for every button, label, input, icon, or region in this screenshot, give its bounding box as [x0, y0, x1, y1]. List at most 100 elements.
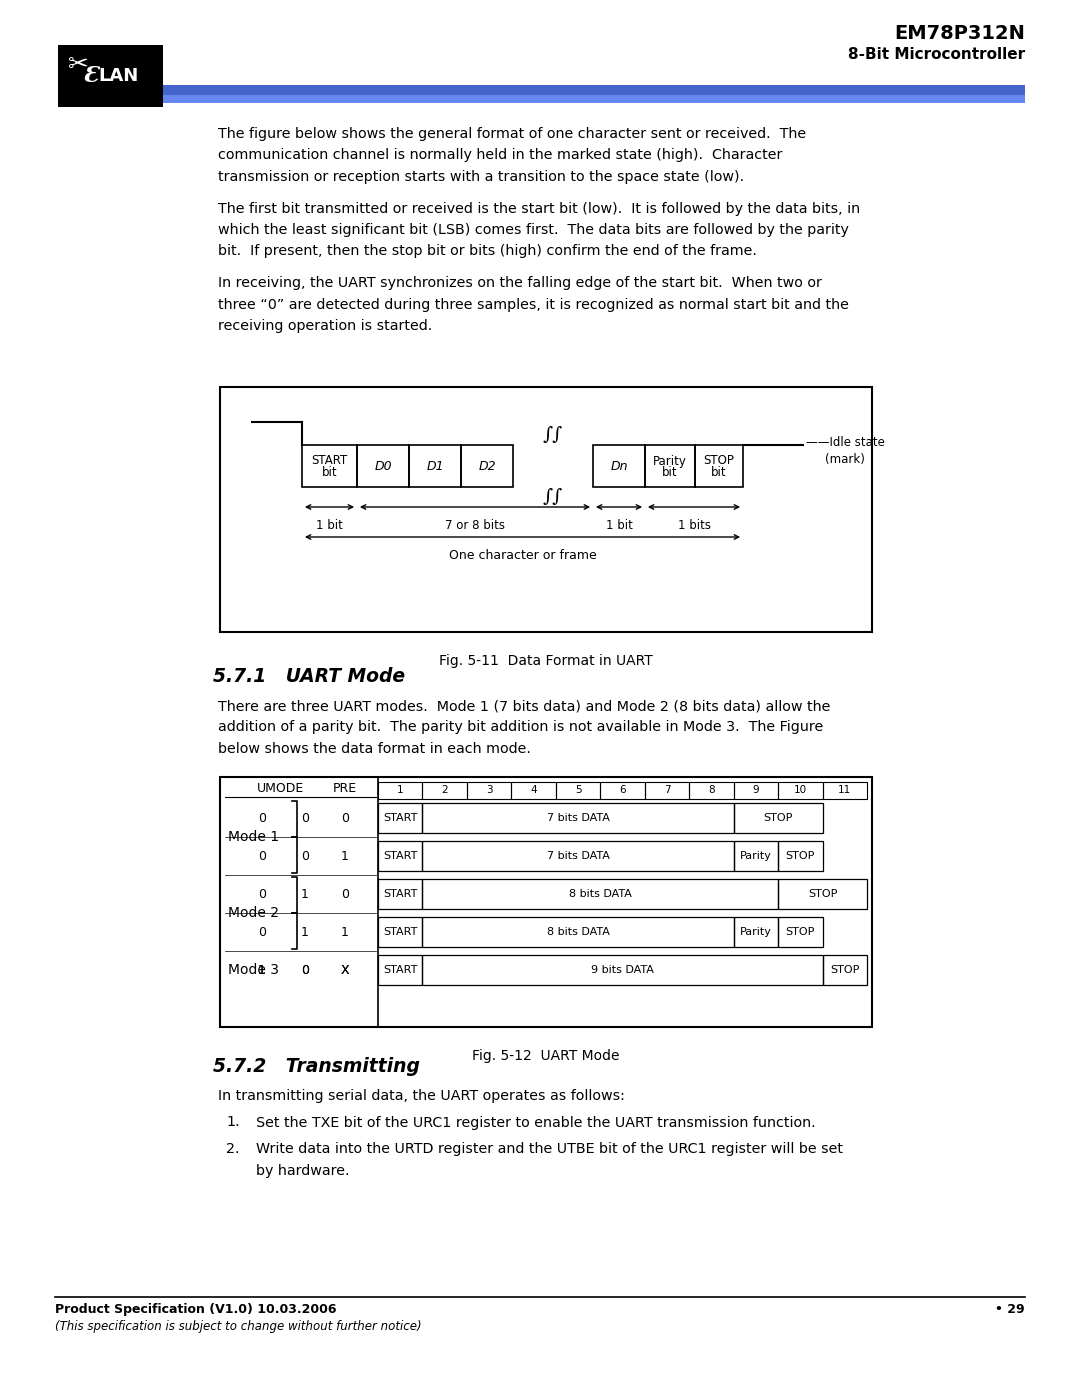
Bar [733, 841, 778, 870]
Text: One character or frame: One character or frame [448, 549, 596, 562]
Text: Product Specification (V1.0) 10.03.2006: Product Specification (V1.0) 10.03.2006 [55, 1303, 337, 1316]
Text: (mark): (mark) [825, 453, 865, 465]
Text: 8: 8 [708, 785, 715, 795]
Text: In transmitting serial data, the UART operates as follows:: In transmitting serial data, the UART op… [218, 1090, 625, 1104]
Bar [422, 916, 733, 947]
Text: Dn: Dn [610, 460, 627, 472]
Text: 1 bits: 1 bits [677, 520, 711, 532]
Text: 9 bits DATA: 9 bits DATA [591, 965, 653, 975]
Text: Write data into the URTD register and the UTBE bit of the URC1 register will be : Write data into the URTD register and th… [256, 1141, 843, 1155]
Text: 1.: 1. [226, 1115, 240, 1130]
Bar [163, 85, 1025, 96]
Text: 0: 0 [301, 812, 309, 824]
Text: Set the TXE bit of the URC1 register to enable the UART transmission function.: Set the TXE bit of the URC1 register to … [256, 1115, 815, 1130]
Text: 10: 10 [794, 785, 807, 795]
Bar [163, 95, 1025, 103]
Bar [645, 446, 696, 488]
Text: which the least significant bit (LSB) comes first.  The data bits are followed b: which the least significant bit (LSB) co… [218, 224, 849, 237]
Text: Fig. 5-12  UART Mode: Fig. 5-12 UART Mode [472, 1049, 620, 1063]
Text: Fig. 5-11  Data Format in UART: Fig. 5-11 Data Format in UART [440, 654, 653, 668]
Bar [696, 446, 743, 488]
Text: There are three UART modes.  Mode 1 (7 bits data) and Mode 2 (8 bits data) allow: There are three UART modes. Mode 1 (7 bi… [218, 698, 831, 712]
Text: X: X [340, 964, 349, 977]
Bar [733, 803, 823, 833]
Text: 3: 3 [486, 785, 492, 795]
Bar [357, 446, 409, 488]
Text: 0: 0 [258, 887, 266, 901]
Bar [378, 782, 422, 799]
Text: 1: 1 [341, 849, 349, 862]
Text: Parity: Parity [740, 928, 772, 937]
Text: D0: D0 [374, 460, 392, 472]
Bar [645, 782, 689, 799]
Bar [378, 956, 422, 985]
Bar [220, 777, 872, 1027]
Text: ——Idle state: ——Idle state [806, 436, 885, 450]
Text: three “0” are detected during three samples, it is recognized as normal start bi: three “0” are detected during three samp… [218, 298, 849, 312]
Text: 1 bit: 1 bit [606, 520, 633, 532]
Bar [823, 782, 867, 799]
Text: 1 bit: 1 bit [316, 520, 343, 532]
Text: UMODE: UMODE [256, 782, 303, 795]
Text: START: START [383, 965, 417, 975]
Bar [378, 916, 422, 947]
Bar [58, 45, 163, 108]
Bar [461, 446, 513, 488]
Text: ∫∫: ∫∫ [543, 426, 563, 444]
Bar [778, 841, 823, 870]
Text: The figure below shows the general format of one character sent or received.  Th: The figure below shows the general forma… [218, 127, 806, 141]
Text: LAN: LAN [98, 67, 138, 85]
Text: Parity: Parity [653, 454, 687, 468]
Text: bit: bit [662, 467, 678, 479]
Text: addition of a parity bit.  The parity bit addition is not available in Mode 3.  : addition of a parity bit. The parity bit… [218, 721, 823, 735]
Text: Mode 3: Mode 3 [228, 963, 279, 977]
Text: Mode 1: Mode 1 [228, 830, 279, 844]
Bar [422, 879, 778, 909]
Text: (This specification is subject to change without further notice): (This specification is subject to change… [55, 1320, 421, 1333]
Text: 1: 1 [397, 785, 404, 795]
Text: 1: 1 [341, 925, 349, 939]
Text: 1: 1 [301, 887, 309, 901]
Text: 5.7.2   Transmitting: 5.7.2 Transmitting [213, 1058, 420, 1076]
Text: STOP: STOP [785, 928, 815, 937]
Text: bit.  If present, then the stop bit or bits (high) confirm the end of the frame.: bit. If present, then the stop bit or bi… [218, 244, 757, 258]
Bar [409, 446, 461, 488]
Text: 2: 2 [442, 785, 448, 795]
Text: 11: 11 [838, 785, 851, 795]
Bar [378, 879, 422, 909]
Bar [778, 916, 823, 947]
Text: 5: 5 [575, 785, 581, 795]
Text: X: X [340, 964, 349, 977]
Text: START: START [311, 454, 348, 468]
Text: STOP: STOP [808, 888, 837, 900]
Text: bit: bit [712, 467, 727, 479]
Text: STOP: STOP [785, 851, 815, 861]
Text: The first bit transmitted or received is the start bit (low).  It is followed by: The first bit transmitted or received is… [218, 201, 860, 215]
Text: Parity: Parity [740, 851, 772, 861]
Text: STOP: STOP [764, 813, 793, 823]
Text: 1: 1 [301, 925, 309, 939]
Bar [378, 841, 422, 870]
Text: transmission or reception starts with a transition to the space state (low).: transmission or reception starts with a … [218, 170, 744, 184]
Bar [422, 841, 733, 870]
Text: 0: 0 [341, 887, 349, 901]
Text: 7: 7 [663, 785, 671, 795]
Text: 8 bits DATA: 8 bits DATA [569, 888, 632, 900]
Bar [556, 782, 600, 799]
Bar [422, 782, 467, 799]
Text: START: START [383, 888, 417, 900]
Text: Mode 2: Mode 2 [228, 907, 279, 921]
Text: START: START [383, 928, 417, 937]
Text: ∫∫: ∫∫ [543, 488, 563, 506]
Text: D2: D2 [478, 460, 496, 472]
Text: ✂: ✂ [67, 53, 89, 77]
Text: START: START [383, 813, 417, 823]
Text: D1: D1 [427, 460, 444, 472]
Bar [467, 782, 511, 799]
Text: • 29: • 29 [996, 1303, 1025, 1316]
Text: receiving operation is started.: receiving operation is started. [218, 319, 432, 332]
Bar [422, 803, 733, 833]
Bar [778, 782, 823, 799]
Text: below shows the data format in each mode.: below shows the data format in each mode… [218, 742, 531, 756]
Text: EM78P312N: EM78P312N [894, 24, 1025, 43]
